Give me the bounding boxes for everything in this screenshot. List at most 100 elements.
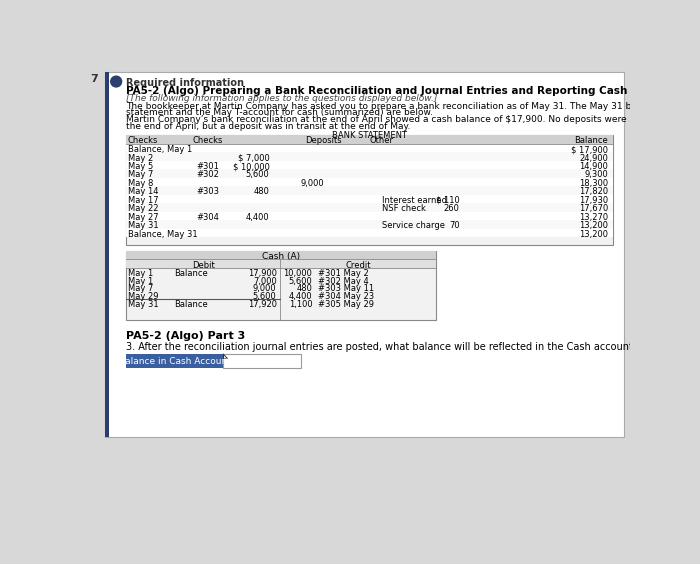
- FancyBboxPatch shape: [126, 178, 613, 186]
- Text: 9,000: 9,000: [253, 284, 276, 293]
- Text: [The following information applies to the questions displayed below.]: [The following information applies to th…: [126, 94, 438, 103]
- Text: 9,000: 9,000: [300, 179, 324, 188]
- Text: 5,600: 5,600: [253, 292, 276, 301]
- Text: Balance: Balance: [575, 136, 608, 145]
- Text: The bookkeeper at Martin Company has asked you to prepare a bank reconciliation : The bookkeeper at Martin Company has ask…: [126, 102, 648, 111]
- Text: 17,670: 17,670: [579, 204, 608, 213]
- Text: 5,600: 5,600: [288, 277, 312, 286]
- Text: 4,400: 4,400: [288, 292, 312, 301]
- Text: 7: 7: [90, 74, 98, 84]
- Text: Cash (A): Cash (A): [262, 252, 300, 261]
- Text: May 5: May 5: [128, 162, 153, 171]
- FancyBboxPatch shape: [126, 251, 436, 320]
- Text: May 2: May 2: [128, 153, 153, 162]
- FancyBboxPatch shape: [126, 228, 613, 237]
- Text: Checks: Checks: [128, 136, 158, 145]
- Text: BANK STATEMENT: BANK STATEMENT: [332, 131, 407, 140]
- Text: Balance: Balance: [174, 300, 208, 309]
- Text: 3. After the reconciliation journal entries are posted, what balance will be ref: 3. After the reconciliation journal entr…: [126, 342, 700, 352]
- Text: 4,400: 4,400: [246, 213, 270, 222]
- Text: 13,270: 13,270: [579, 213, 608, 222]
- Text: 480: 480: [296, 284, 312, 293]
- Text: May 22: May 22: [128, 204, 158, 213]
- Text: statement and the May T-account for cash (summarized) are below.: statement and the May T-account for cash…: [126, 108, 433, 117]
- FancyBboxPatch shape: [126, 186, 613, 195]
- Text: 24,900: 24,900: [580, 153, 608, 162]
- FancyBboxPatch shape: [104, 72, 624, 437]
- FancyBboxPatch shape: [126, 169, 613, 178]
- Text: 13,200: 13,200: [580, 221, 608, 230]
- Text: PA5-2 (Algo) Part 3: PA5-2 (Algo) Part 3: [126, 331, 246, 341]
- Text: 1,100: 1,100: [288, 300, 312, 309]
- FancyBboxPatch shape: [126, 195, 613, 203]
- Text: 7,000: 7,000: [253, 277, 276, 286]
- FancyBboxPatch shape: [126, 203, 613, 212]
- Text: 480: 480: [253, 187, 270, 196]
- Text: May 8: May 8: [128, 179, 153, 188]
- Text: NSF check: NSF check: [382, 204, 426, 213]
- Text: #303 May 11: #303 May 11: [318, 284, 374, 293]
- FancyBboxPatch shape: [126, 144, 613, 152]
- Text: the end of April, but a deposit was in transit at the end of May.: the end of April, but a deposit was in t…: [126, 122, 411, 131]
- Text: Balance, May 1: Balance, May 1: [128, 145, 192, 154]
- Text: May 31: May 31: [128, 221, 158, 230]
- Text: !: !: [114, 77, 118, 86]
- Circle shape: [111, 76, 122, 87]
- Text: 13,200: 13,200: [580, 230, 608, 239]
- Text: $ 17,900: $ 17,900: [571, 145, 608, 154]
- Text: May 14: May 14: [128, 187, 158, 196]
- Text: #302: #302: [196, 170, 219, 179]
- FancyBboxPatch shape: [126, 354, 223, 368]
- FancyBboxPatch shape: [126, 161, 613, 169]
- Text: Checks: Checks: [193, 136, 223, 145]
- Text: 17,820: 17,820: [579, 187, 608, 196]
- Text: May 7: May 7: [128, 284, 153, 293]
- Text: #303: #303: [196, 187, 219, 196]
- Text: 10,000: 10,000: [284, 269, 312, 278]
- Text: Interest earned: Interest earned: [382, 196, 447, 205]
- Text: 5,600: 5,600: [246, 170, 270, 179]
- Text: Balance: Balance: [174, 269, 208, 278]
- Text: 17,930: 17,930: [579, 196, 608, 205]
- FancyBboxPatch shape: [126, 135, 613, 144]
- Text: 260: 260: [444, 204, 459, 213]
- FancyBboxPatch shape: [223, 354, 300, 368]
- Text: Balance in Cash Account: Balance in Cash Account: [119, 356, 230, 365]
- Text: 70: 70: [449, 221, 459, 230]
- Text: Deposits: Deposits: [306, 136, 342, 145]
- FancyBboxPatch shape: [126, 251, 436, 259]
- Text: Debit: Debit: [193, 261, 215, 270]
- Text: PA5-2 (Algo) Preparing a Bank Reconciliation and Journal Entries and Reporting C: PA5-2 (Algo) Preparing a Bank Reconcilia…: [126, 85, 700, 96]
- FancyBboxPatch shape: [126, 220, 613, 228]
- Text: Balance, May 31: Balance, May 31: [128, 230, 197, 239]
- Text: $ 7,000: $ 7,000: [238, 153, 270, 162]
- Text: #302 May 4: #302 May 4: [318, 277, 369, 286]
- Text: Credit: Credit: [346, 261, 372, 270]
- FancyBboxPatch shape: [126, 212, 613, 220]
- Text: Martin Company’s bank reconciliation at the end of April showed a cash balance o: Martin Company’s bank reconciliation at …: [126, 116, 682, 125]
- Text: May 7: May 7: [128, 170, 153, 179]
- Text: #304 May 23: #304 May 23: [318, 292, 374, 301]
- FancyBboxPatch shape: [126, 152, 613, 161]
- Text: 18,300: 18,300: [579, 179, 608, 188]
- Text: #301: #301: [196, 162, 219, 171]
- Text: 14,900: 14,900: [580, 162, 608, 171]
- Text: #301 May 2: #301 May 2: [318, 269, 369, 278]
- Text: $ 110: $ 110: [435, 196, 459, 205]
- Text: Service charge: Service charge: [382, 221, 445, 230]
- Text: 17,920: 17,920: [248, 300, 276, 309]
- Text: #305 May 29: #305 May 29: [318, 300, 374, 309]
- Text: May 1: May 1: [128, 277, 153, 286]
- Text: $ 10,000: $ 10,000: [232, 162, 270, 171]
- FancyBboxPatch shape: [104, 72, 109, 437]
- Text: May 1: May 1: [128, 269, 153, 278]
- Text: #304: #304: [196, 213, 219, 222]
- Text: May 17: May 17: [128, 196, 158, 205]
- Text: Other: Other: [370, 136, 394, 145]
- Text: 9,300: 9,300: [584, 170, 608, 179]
- FancyBboxPatch shape: [126, 135, 613, 245]
- FancyBboxPatch shape: [126, 259, 436, 268]
- Text: May 31: May 31: [128, 300, 158, 309]
- Text: Required information: Required information: [126, 78, 244, 87]
- Text: May 29: May 29: [128, 292, 158, 301]
